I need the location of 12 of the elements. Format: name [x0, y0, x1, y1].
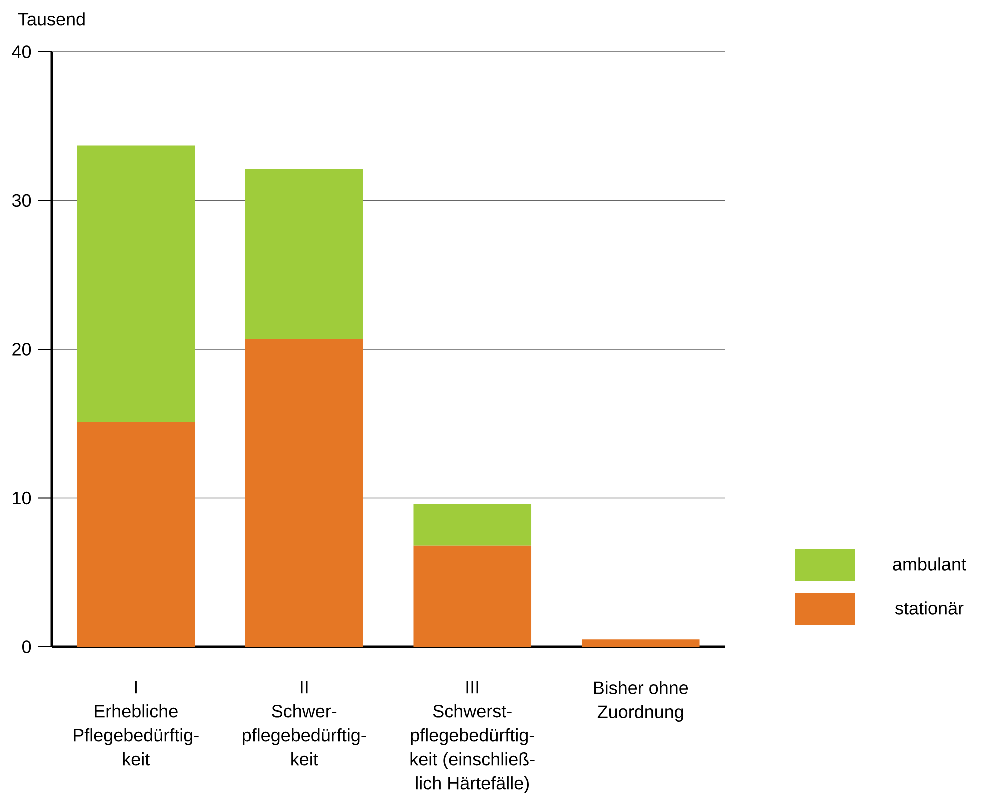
legend-label: stationär	[895, 602, 964, 615]
y-axis-title: Tausend	[18, 12, 85, 26]
y-tick-label: 10	[13, 492, 32, 505]
y-tick-label: 0	[22, 640, 32, 654]
x-tick-label: Bisher ohne Zuordnung	[594, 681, 688, 722]
x-tick-label: III Schwerst- pflegebedürftig- keit (einschließ- lich Härtefälle)	[410, 681, 535, 794]
x-tick-label: II Schwer- pflegebedürftig- keit	[242, 681, 366, 766]
legend-label: ambulant	[893, 558, 966, 571]
y-tick-label: 40	[12, 46, 32, 58]
y-tick-label: 20	[12, 343, 32, 356]
y-tick-label: 30	[12, 194, 32, 208]
x-tick-label: I Erhebliche Pflegebedürftig- keit	[74, 681, 199, 766]
